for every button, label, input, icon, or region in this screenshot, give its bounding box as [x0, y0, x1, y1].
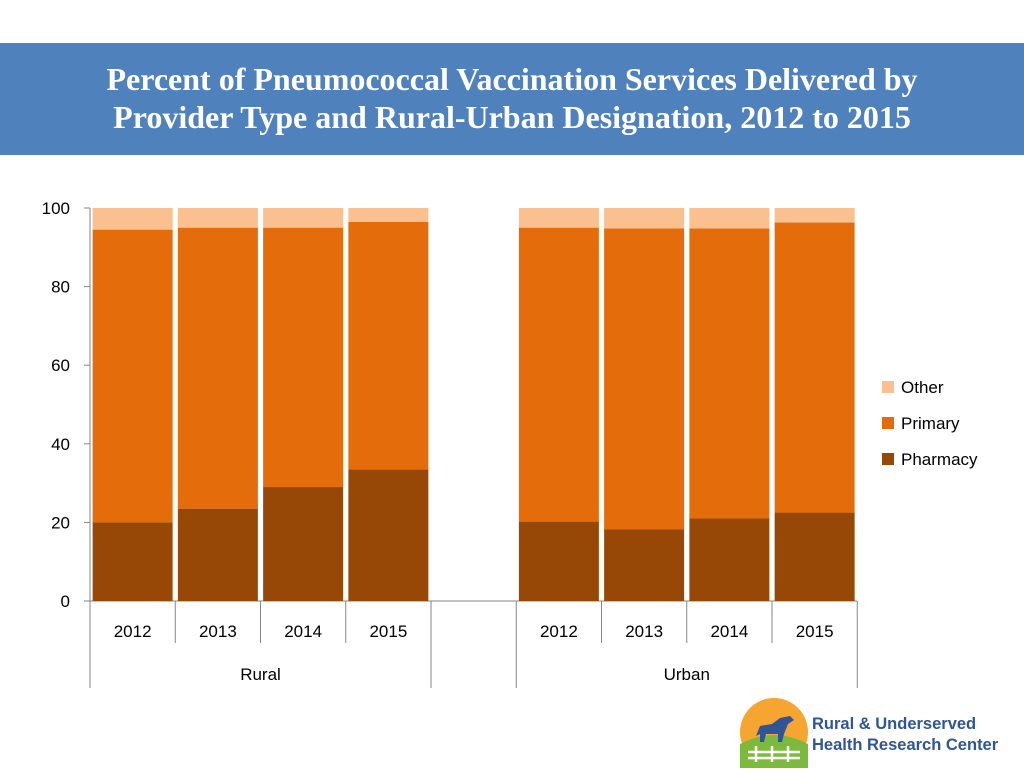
bar-primary-urban-2015	[774, 222, 855, 513]
bar-other-rural-2012	[92, 208, 173, 230]
bar-other-rural-2014	[263, 208, 344, 228]
x-tick-label: 2015	[369, 622, 407, 641]
y-tick-label: 40	[51, 435, 70, 454]
logo-text-line-2: Health Research Center	[812, 736, 999, 754]
x-tick-label: 2014	[284, 622, 322, 641]
bar-primary-urban-2014	[689, 228, 770, 519]
legend-label-pharmacy: Pharmacy	[901, 450, 978, 469]
y-tick-label: 60	[51, 356, 70, 375]
bar-other-urban-2012	[518, 208, 599, 228]
bar-primary-urban-2013	[604, 228, 685, 530]
bar-primary-rural-2012	[92, 229, 173, 523]
bar-other-rural-2013	[177, 208, 258, 228]
bar-other-urban-2014	[689, 208, 770, 229]
y-tick-label: 20	[51, 513, 70, 532]
y-tick-label: 0	[61, 592, 70, 611]
title-banner: Percent of Pneumococcal Vaccination Serv…	[0, 43, 1024, 155]
x-tick-label: 2013	[199, 622, 237, 641]
legend-swatch-pharmacy	[882, 453, 894, 465]
x-group-label: Rural	[240, 665, 281, 684]
logo-text: Rural & Underserved Health Research Cent…	[812, 714, 998, 756]
chart-title-line-2: Provider Type and Rural-Urban Designatio…	[113, 99, 911, 135]
legend-label-primary: Primary	[901, 414, 960, 433]
bar-pharmacy-rural-2015	[348, 469, 429, 601]
bar-other-urban-2013	[604, 208, 685, 229]
legend-swatch-other	[882, 381, 894, 393]
bar-pharmacy-rural-2014	[263, 487, 344, 601]
bar-primary-urban-2012	[518, 227, 599, 522]
x-group-label: Urban	[664, 665, 710, 684]
bar-pharmacy-urban-2014	[689, 518, 770, 601]
bar-pharmacy-rural-2012	[92, 522, 173, 601]
rural-underserved-logo: Rural & Underserved Health Research Cent…	[738, 696, 1024, 768]
x-tick-label: 2012	[114, 622, 152, 641]
x-tick-label: 2012	[540, 622, 578, 641]
legend-label-other: Other	[901, 378, 944, 397]
y-tick-label: 80	[51, 278, 70, 297]
bar-pharmacy-urban-2015	[774, 512, 855, 601]
bar-pharmacy-rural-2013	[177, 508, 258, 601]
x-tick-label: 2014	[710, 622, 748, 641]
chart-title-line-1: Percent of Pneumococcal Vaccination Serv…	[106, 61, 918, 97]
bar-pharmacy-urban-2013	[604, 529, 685, 601]
x-tick-label: 2013	[625, 622, 663, 641]
bar-other-urban-2015	[774, 208, 855, 223]
bar-other-rural-2015	[348, 208, 429, 222]
legend-swatch-primary	[882, 417, 894, 429]
horse-on-hill-logo-icon	[740, 698, 808, 768]
y-tick-label: 100	[42, 199, 70, 218]
bar-pharmacy-urban-2012	[518, 521, 599, 601]
bar-primary-rural-2014	[263, 227, 344, 488]
x-tick-label: 2015	[796, 622, 834, 641]
bar-primary-rural-2015	[348, 221, 429, 470]
bar-primary-rural-2013	[177, 227, 258, 509]
logo-text-line-1: Rural & Underserved	[812, 715, 977, 733]
